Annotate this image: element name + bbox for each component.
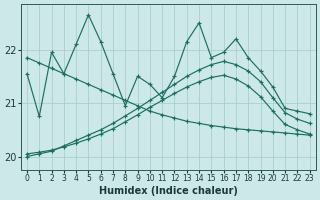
X-axis label: Humidex (Indice chaleur): Humidex (Indice chaleur) [99,186,238,196]
